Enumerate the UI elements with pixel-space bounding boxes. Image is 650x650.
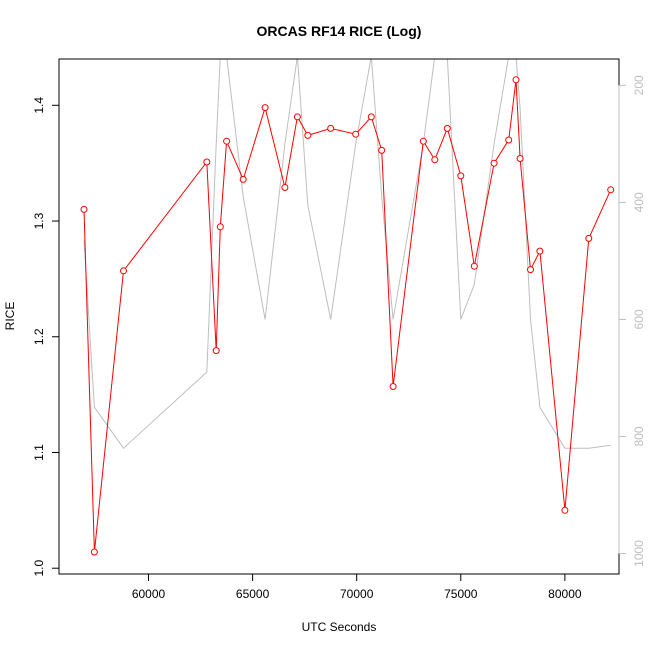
x-axis: 60000 65000 70000 75000 80000 (132, 573, 582, 601)
y2-tick-label: 600 (632, 309, 646, 329)
data-point (457, 172, 465, 180)
data-point (505, 136, 513, 144)
y-tick-label: 1.0 (32, 560, 46, 577)
chart-title: ORCAS RF14 RICE (Log) (257, 23, 422, 39)
y-tick-label: 1.1 (32, 444, 46, 461)
data-point (216, 223, 224, 231)
data-point (367, 113, 375, 121)
data-point (203, 158, 211, 166)
data-point (490, 159, 498, 167)
y2-tick-label: 1000 (632, 540, 646, 567)
y2-tick-label: 200 (632, 75, 646, 95)
plot-frame (58, 58, 620, 575)
data-point (223, 137, 231, 145)
y-tick-label: 1.3 (32, 212, 46, 229)
plot-region (80, 59, 615, 556)
data-point (120, 267, 127, 275)
data-point (327, 124, 335, 132)
data-point (281, 184, 289, 191)
primary-series-line (83, 79, 612, 553)
data-point (561, 506, 569, 514)
secondary-y-axis: 200 400 600 800 1000 (618, 75, 646, 567)
data-point (443, 124, 451, 132)
x-tick-label: 75000 (444, 587, 478, 601)
x-tick-label: 60000 (132, 587, 166, 601)
data-point (516, 155, 524, 162)
data-point (293, 113, 301, 121)
data-point (431, 156, 439, 164)
x-tick-label: 80000 (548, 587, 582, 601)
data-point (585, 234, 593, 242)
x-axis-label: UTC Seconds (302, 620, 377, 634)
data-point (304, 131, 312, 139)
y-axis: 1.0 1.1 1.2 1.3 1.4 (32, 97, 60, 577)
data-point (470, 262, 478, 270)
y-tick-label: 1.4 (32, 97, 46, 114)
data-point (607, 186, 615, 194)
data-point (352, 130, 360, 138)
y2-tick-label: 800 (632, 426, 646, 446)
x-tick-label: 70000 (340, 587, 374, 601)
data-point (261, 104, 269, 112)
y-tick-label: 1.2 (32, 328, 46, 345)
data-point (90, 548, 98, 556)
data-point (527, 266, 534, 274)
data-point (80, 205, 88, 213)
data-point (536, 247, 544, 255)
x-tick-label: 65000 (236, 587, 270, 601)
y2-tick-label: 400 (632, 192, 646, 212)
data-point (419, 137, 427, 145)
secondary-series-line (83, 59, 611, 449)
data-point (378, 146, 386, 154)
y-axis-label: RICE (3, 302, 17, 331)
data-point (239, 175, 247, 183)
data-point (512, 76, 520, 84)
data-point (389, 383, 397, 390)
data-point (212, 347, 220, 355)
